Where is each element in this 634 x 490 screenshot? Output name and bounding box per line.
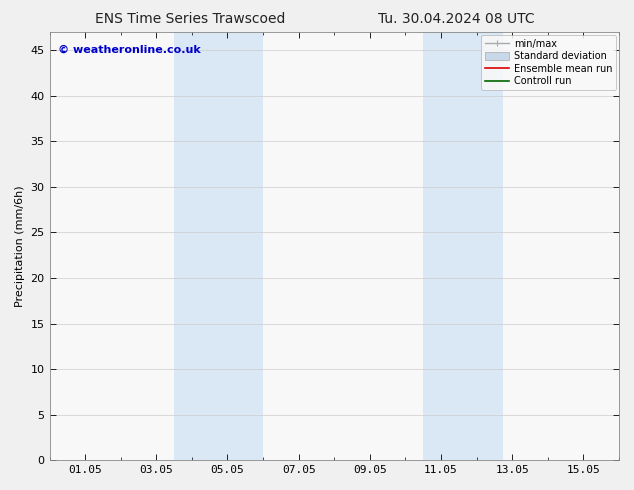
Bar xyxy=(424,32,459,460)
Legend: min/max, Standard deviation, Ensemble mean run, Controll run: min/max, Standard deviation, Ensemble me… xyxy=(481,35,616,90)
Bar xyxy=(174,32,219,460)
Text: ENS Time Series Trawscoed: ENS Time Series Trawscoed xyxy=(95,12,285,26)
Bar xyxy=(459,32,503,460)
Bar xyxy=(219,32,263,460)
Y-axis label: Precipitation (mm/6h): Precipitation (mm/6h) xyxy=(15,185,25,307)
Text: © weatheronline.co.uk: © weatheronline.co.uk xyxy=(58,45,201,55)
Text: Tu. 30.04.2024 08 UTC: Tu. 30.04.2024 08 UTC xyxy=(378,12,535,26)
